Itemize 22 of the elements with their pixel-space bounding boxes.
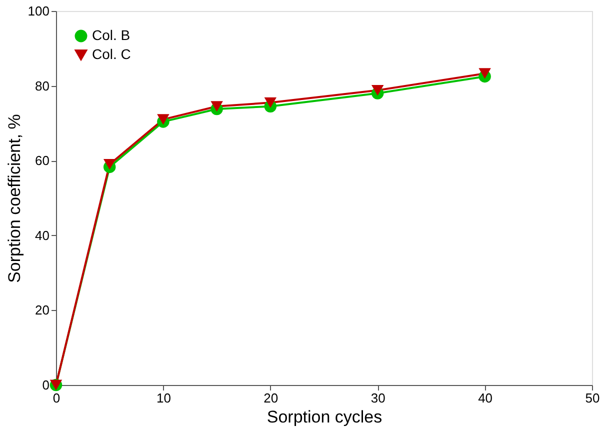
point — [264, 97, 277, 108]
y-tick-label: 60 — [35, 153, 50, 168]
y-tick-label: 0 — [42, 378, 50, 392]
y-tick-label: 100 — [28, 4, 50, 18]
y-axis-title: Sorption coefficient, % — [4, 114, 24, 283]
y-tick-label: 80 — [35, 78, 50, 94]
x-tick-label: 50 — [585, 390, 600, 406]
x-axis-title: Sorption cycles — [266, 408, 382, 426]
legend-label: Col. C — [92, 46, 131, 62]
x-tick-label: 20 — [264, 390, 278, 406]
point — [157, 114, 170, 125]
point — [103, 159, 116, 170]
x-tick-label: 30 — [370, 390, 386, 406]
y-tick-label: 20 — [35, 302, 50, 318]
point — [210, 101, 223, 112]
point — [478, 68, 491, 79]
y-tick-label: 40 — [35, 228, 50, 243]
x-tick-label: 40 — [478, 390, 493, 406]
x-tick-label: 0 — [52, 390, 60, 406]
point — [371, 84, 384, 96]
legend-label: Col. B — [92, 27, 130, 43]
x-tick-label: 10 — [156, 390, 171, 406]
